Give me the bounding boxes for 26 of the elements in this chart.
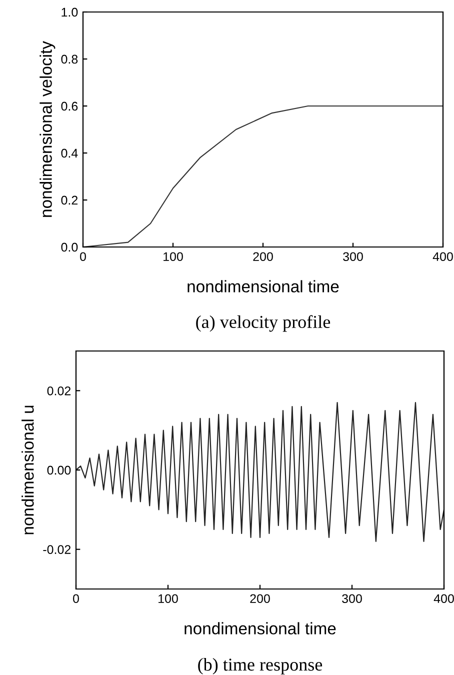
x-tick-label: 200 <box>250 594 270 604</box>
x-tick-label: 300 <box>343 252 363 262</box>
y-tick-label: 0.6 <box>61 102 78 111</box>
y-tick-label: 0.8 <box>61 54 78 64</box>
y-tick-label: 0.00 <box>47 466 71 475</box>
x-tick-label: 400 <box>432 252 453 262</box>
x-tick-label: 0 <box>73 594 79 604</box>
y-tick-label: 0.02 <box>47 386 71 396</box>
x-axis-title: nondimensional time <box>188 280 339 292</box>
y-tick-label: 1.0 <box>62 8 78 17</box>
y-tick-label: 0.2 <box>61 196 78 205</box>
x-tick-label: 100 <box>164 252 183 262</box>
x-tick-label: 0 <box>80 252 86 262</box>
line-series <box>76 402 444 542</box>
x-axis-title: nondimensional time <box>184 622 336 634</box>
text: (a) velocity profile <box>196 315 330 332</box>
x-tick-label: 100 <box>158 594 178 604</box>
x-tick-label: 400 <box>434 594 454 604</box>
y-tick-label: -0.02 <box>43 545 71 554</box>
x-tick-label: 300 <box>342 594 362 604</box>
y-tick-label: 0.0 <box>61 242 78 252</box>
x-tick-label: 200 <box>253 252 273 262</box>
text: (b) time response <box>198 658 322 674</box>
y-axis-title: nondimensional velocity <box>40 41 56 217</box>
y-tick-label: 0.4 <box>61 148 78 158</box>
y-axis-title: nondimensional u <box>22 406 34 534</box>
